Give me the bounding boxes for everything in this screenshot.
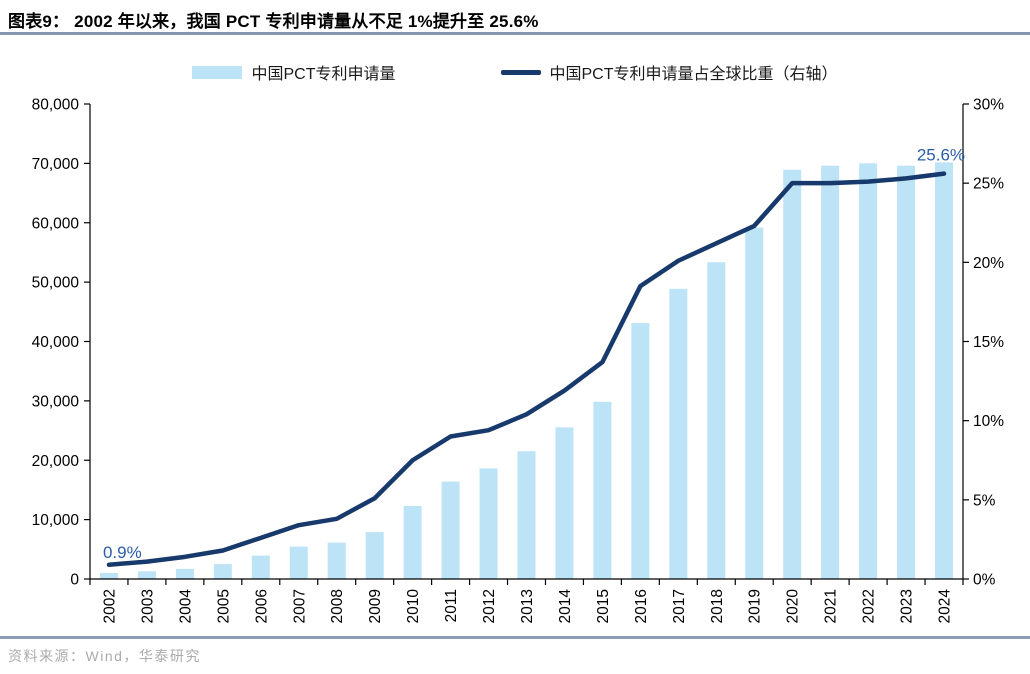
bar-2009 (365, 532, 384, 579)
bar-series-swatch (192, 65, 243, 79)
x-axis-label-2021: 2021 (823, 589, 840, 623)
x-axis-label-2014: 2014 (557, 589, 574, 624)
bar-2008 (327, 542, 346, 579)
x-axis-label-2009: 2009 (367, 589, 384, 623)
legend-item-bar-series: 中国PCT专利申请量 (192, 60, 396, 84)
left-axis-label: 70,000 (32, 156, 80, 173)
left-axis-label: 30,000 (32, 393, 80, 410)
right-axis-label: 25% (973, 176, 1004, 193)
x-axis-label-2024: 2024 (937, 589, 954, 624)
annotation-0.9%: 0.9% (103, 543, 142, 562)
bar-2007 (289, 546, 308, 579)
x-axis-label-2010: 2010 (405, 589, 422, 624)
right-axis-label: 30% (973, 97, 1004, 114)
title-divider (0, 32, 1030, 35)
chart-title: 图表9： 2002 年以来，我国 PCT 专利申请量从不足 1%提升至 25.6… (8, 12, 539, 31)
legend-item-line-series: 中国PCT专利申请量占全球比重（右轴） (500, 60, 838, 84)
x-axis-label-2015: 2015 (595, 589, 612, 623)
footer-divider (0, 636, 1030, 639)
right-axis-label: 15% (973, 334, 1004, 351)
legend-line-label: 中国PCT专利申请量占全球比重（右轴） (549, 66, 838, 83)
left-axis-label: 60,000 (32, 215, 80, 232)
x-axis-label-2018: 2018 (709, 589, 726, 623)
x-axis-label-2004: 2004 (177, 589, 194, 624)
left-axis-label: 10,000 (32, 512, 80, 529)
left-axis-label: 0 (70, 572, 79, 589)
bar-2003 (137, 571, 156, 579)
bar-2004 (175, 568, 194, 579)
bar-2015 (593, 401, 612, 579)
right-axis-label: 20% (973, 255, 1004, 272)
bar-2016 (631, 323, 650, 579)
bar-2006 (251, 555, 270, 579)
x-axis-label-2013: 2013 (519, 589, 536, 623)
bar-2014 (555, 427, 574, 579)
bar-2011 (441, 481, 460, 579)
bar-2022 (859, 163, 878, 579)
x-axis-label-2022: 2022 (861, 589, 878, 623)
x-axis-label-2008: 2008 (329, 589, 346, 623)
bar-2002 (99, 572, 118, 579)
bar-2013 (517, 451, 536, 579)
left-axis-label: 80,000 (32, 97, 80, 114)
x-axis-label-2019: 2019 (747, 589, 764, 623)
bar-2018 (707, 262, 726, 579)
left-axis-label: 20,000 (32, 453, 80, 470)
x-axis-label-2012: 2012 (481, 589, 498, 623)
x-axis-label-2003: 2003 (139, 589, 156, 623)
x-axis-label-2006: 2006 (253, 589, 270, 623)
x-axis-label-2005: 2005 (215, 589, 232, 623)
line-series-swatch (500, 69, 541, 75)
left-axis-label: 50,000 (32, 275, 80, 292)
bar-2005 (213, 564, 232, 579)
right-axis-label: 10% (973, 413, 1004, 430)
bar-2021 (821, 165, 840, 579)
bar-2010 (403, 505, 422, 579)
bar-2020 (783, 169, 802, 579)
bar-2019 (745, 227, 764, 579)
x-axis-label-2007: 2007 (291, 589, 308, 623)
share-line (106, 171, 947, 567)
bar-2012 (479, 468, 498, 579)
annotation-25.6%: 25.6% (917, 146, 965, 165)
left-axis-label: 40,000 (32, 334, 80, 351)
x-axis-label-2016: 2016 (633, 589, 650, 623)
bar-2024 (935, 162, 954, 580)
x-axis-label-2011: 2011 (443, 589, 460, 622)
x-axis-label-2020: 2020 (785, 589, 802, 624)
right-axis-label: 5% (973, 492, 996, 509)
legend-bar-label: 中国PCT专利申请量 (251, 66, 396, 83)
bar-2017 (669, 288, 688, 579)
chart-legend: 中国PCT专利申请量 中国PCT专利申请量占全球比重（右轴） (0, 60, 1030, 84)
bar-2023 (897, 165, 916, 580)
x-axis-label-2023: 2023 (899, 589, 916, 623)
x-axis-label-2002: 2002 (101, 589, 118, 623)
x-axis-label-2017: 2017 (671, 589, 688, 623)
right-axis-label: 0% (973, 572, 996, 589)
source-attribution: 资料来源：Wind，华泰研究 (8, 648, 201, 664)
